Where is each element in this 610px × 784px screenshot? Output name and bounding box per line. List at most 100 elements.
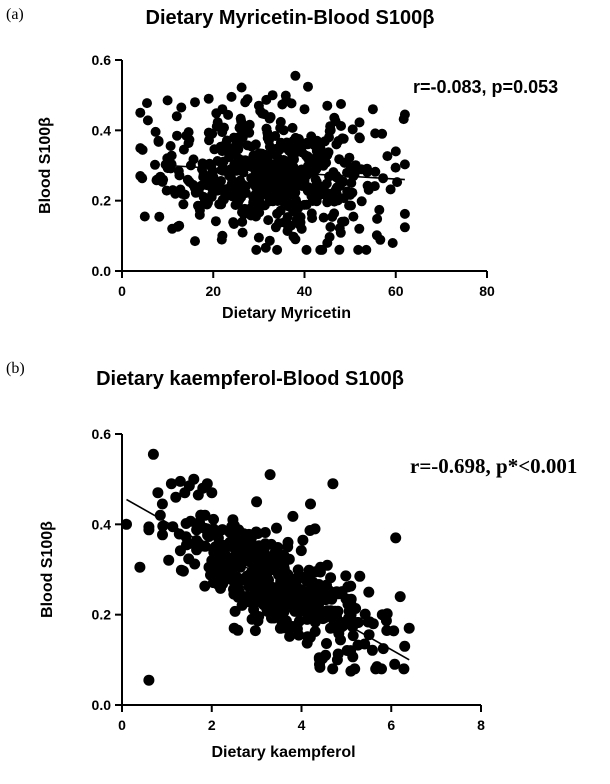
scatter-point (251, 244, 262, 255)
scatter-point (223, 109, 234, 120)
scatter-point (332, 648, 344, 660)
scatter-point (291, 195, 301, 206)
scatter-point (385, 184, 396, 195)
scatter-point (229, 219, 239, 229)
scatter-point (370, 166, 381, 177)
scatter-point (275, 138, 286, 148)
correlation-annotation: r=-0.083, p=0.053 (413, 77, 558, 97)
chart-kaempferol: Dietary kaempferol-Blood S100β 0.0 0.2 0.4 0… (39, 368, 577, 761)
scatter-point (322, 100, 333, 111)
scatter-point (318, 160, 329, 171)
scatter-point (283, 222, 294, 233)
scatter-point (350, 160, 361, 171)
scatter-point (264, 235, 275, 246)
scatter-point (178, 199, 189, 210)
scatter-point (403, 622, 415, 634)
scatter-point (317, 613, 329, 625)
scatter-point (248, 604, 260, 616)
scatter-points (135, 70, 410, 255)
scatter-point (221, 570, 233, 582)
scatter-points (121, 448, 415, 686)
scatter-point (179, 189, 190, 200)
scatter-point (336, 121, 346, 131)
scatter-point (275, 205, 286, 216)
scatter-point (250, 526, 262, 538)
scatter-point (170, 491, 182, 503)
scatter-point (237, 126, 247, 137)
scatter-point (327, 211, 338, 222)
scatter-point (295, 212, 306, 222)
scatter-point (193, 185, 204, 196)
scatter-point (137, 173, 148, 184)
scatter-point (346, 178, 357, 188)
scatter-point (264, 141, 275, 152)
scatter-point (157, 529, 168, 541)
scatter-point (205, 569, 216, 581)
scatter-point (309, 566, 321, 578)
x-tick-label: 8 (477, 717, 485, 733)
scatter-point (251, 588, 263, 599)
scatter-point (246, 202, 257, 213)
scatter-point (176, 102, 187, 113)
scatter-point (302, 607, 313, 619)
scatter-point (229, 577, 240, 589)
scatter-point (229, 605, 241, 617)
chart-title: Dietary Myricetin-Blood S100β (146, 7, 435, 29)
scatter-point (216, 234, 227, 245)
scatter-point (249, 625, 261, 637)
scatter-point (340, 570, 352, 582)
scatter-point (237, 179, 248, 190)
scatter-point (324, 232, 335, 242)
scatter-point (305, 498, 316, 510)
scatter-point (268, 180, 278, 191)
scatter-point (163, 554, 175, 566)
scatter-point (231, 165, 242, 176)
scatter-point (334, 154, 345, 165)
scatter-point (247, 176, 258, 187)
scatter-point (347, 124, 358, 135)
scatter-point (227, 514, 239, 526)
x-axis-label: Dietary kaempferol (211, 744, 355, 761)
scatter-point (314, 587, 326, 599)
scatter-point (177, 565, 189, 577)
y-tick-label: 0.0 (92, 263, 112, 279)
scatter-point (183, 553, 195, 565)
scatter-point (259, 580, 271, 592)
scatter-point (134, 561, 146, 573)
scatter-point (348, 211, 359, 222)
scatter-point (297, 140, 308, 151)
scatter-point (236, 82, 247, 93)
x-tick-label: 80 (479, 283, 495, 299)
scatter-point (152, 487, 164, 499)
scatter-point (121, 518, 132, 530)
scatter-point (337, 133, 348, 144)
scatter-point (280, 190, 291, 201)
scatter-point (282, 541, 294, 553)
scatter-point (303, 81, 313, 92)
scatter-point (190, 236, 200, 247)
y-axis-label: Blood S100β (37, 117, 54, 214)
scatter-point (354, 133, 365, 144)
scatter-point (298, 175, 309, 186)
scatter-point (207, 167, 218, 178)
scatter-point (190, 97, 200, 108)
scatter-point (390, 146, 401, 157)
scatter-point (308, 168, 319, 178)
scatter-point (372, 213, 383, 224)
scatter-point (265, 112, 276, 122)
scatter-point (287, 122, 298, 133)
scatter-point (261, 94, 272, 105)
scatter-point (266, 165, 277, 176)
chart-title: Dietary kaempferol-Blood S100β (96, 368, 404, 390)
scatter-point (325, 125, 336, 136)
scatter-point (275, 123, 286, 133)
scatter-point (329, 112, 340, 123)
x-tick-label: 20 (205, 283, 221, 299)
scatter-point (221, 135, 232, 146)
scatter-point (201, 478, 213, 490)
scatter-point (271, 522, 282, 534)
scatter-point (226, 91, 237, 102)
scatter-point (399, 159, 410, 170)
scatter-point (307, 213, 318, 224)
scatter-point (162, 95, 173, 106)
